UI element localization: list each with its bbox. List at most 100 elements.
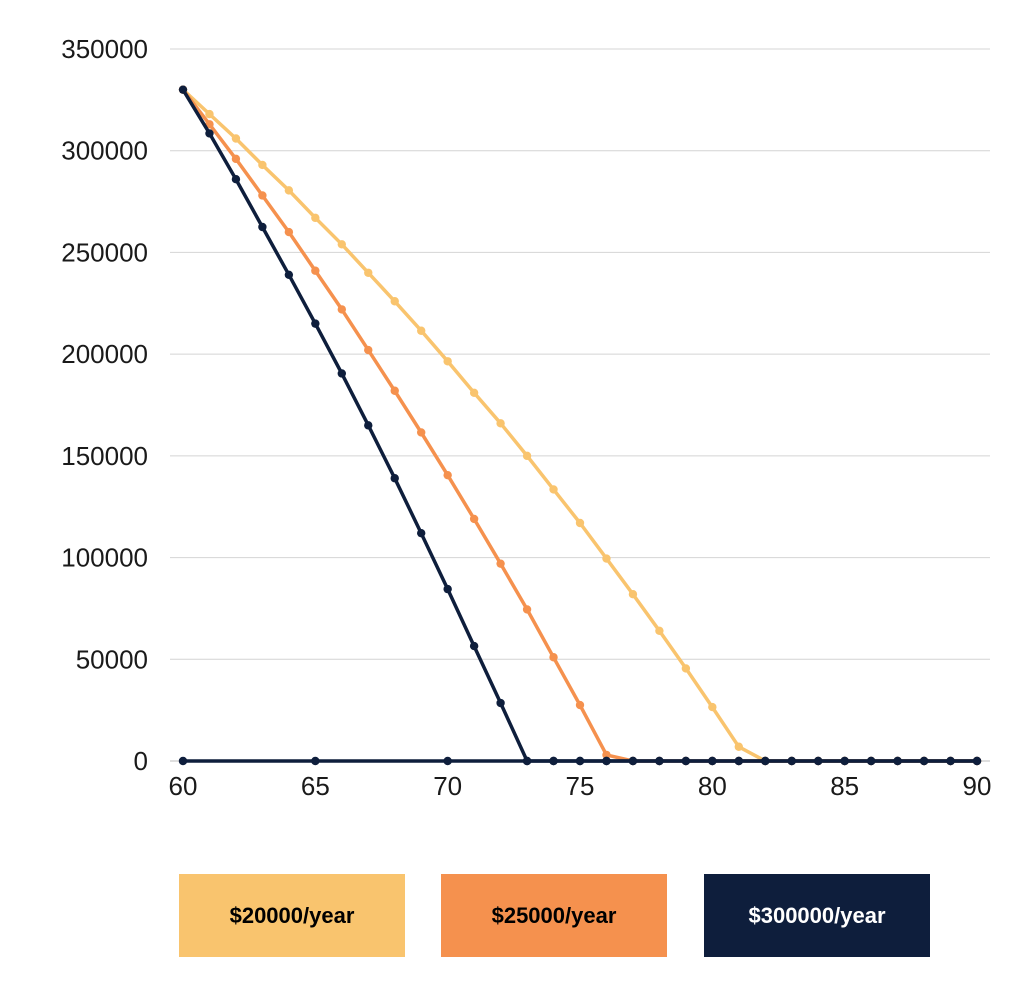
- data-point: [390, 297, 399, 306]
- x-tick-label: 70: [433, 771, 462, 801]
- data-point: [814, 756, 823, 766]
- legend-item: $25000/year: [441, 874, 667, 957]
- data-point: [284, 227, 294, 237]
- data-point: [496, 419, 505, 428]
- y-tick-label: 50000: [76, 644, 148, 674]
- data-point: [655, 626, 664, 636]
- data-point: [311, 756, 320, 766]
- series-line: [181, 87, 979, 763]
- data-point: [602, 554, 611, 563]
- y-tick-label: 300000: [61, 136, 148, 166]
- series-2: [178, 85, 982, 766]
- y-tick-label: 0: [134, 746, 148, 776]
- data-point: [919, 756, 929, 766]
- x-tick-label: 75: [566, 771, 595, 801]
- data-point: [708, 756, 717, 766]
- y-tick-label: 100000: [61, 543, 148, 573]
- data-point: [681, 756, 691, 766]
- data-point: [893, 756, 902, 766]
- data-point: [417, 326, 426, 335]
- gridlines: [170, 48, 990, 762]
- data-point: [443, 756, 452, 766]
- data-point: [443, 470, 452, 480]
- data-point: [231, 134, 241, 143]
- data-point: [178, 85, 188, 94]
- data-point: [549, 485, 558, 494]
- data-point: [575, 756, 585, 766]
- data-point: [628, 589, 638, 599]
- data-point: [364, 421, 373, 430]
- data-point: [311, 213, 320, 223]
- x-tick-label: 90: [963, 771, 992, 801]
- series-line: [181, 87, 979, 763]
- data-point: [575, 518, 585, 528]
- data-point: [496, 559, 505, 568]
- x-axis-ticks: 60 65 70 75 80 85 90: [169, 771, 992, 801]
- data-point: [787, 756, 796, 766]
- data-point: [258, 160, 267, 170]
- data-point: [364, 345, 373, 355]
- data-point: [390, 386, 399, 395]
- data-point: [522, 605, 532, 614]
- data-point: [734, 756, 743, 766]
- data-point: [311, 266, 320, 275]
- data-point: [205, 129, 214, 138]
- data-point: [734, 742, 743, 751]
- data-point: [205, 109, 214, 119]
- data-point: [708, 702, 717, 712]
- data-point: [469, 641, 479, 651]
- data-point: [496, 698, 505, 708]
- data-point: [364, 268, 373, 277]
- y-tick-label: 250000: [61, 237, 148, 267]
- data-point: [443, 357, 452, 366]
- data-point: [284, 270, 294, 280]
- data-point: [390, 474, 399, 483]
- data-point: [417, 428, 426, 437]
- x-tick-label: 60: [169, 771, 198, 801]
- data-point: [178, 756, 188, 766]
- data-point: [549, 756, 558, 766]
- data-point: [337, 369, 346, 378]
- y-axis-ticks: 0 50000 100000 150000 200000 250000 300000 3500…: [61, 34, 148, 776]
- data-point: [655, 756, 664, 766]
- data-point: [602, 756, 611, 766]
- x-tick-label: 65: [301, 771, 330, 801]
- data-point: [284, 186, 294, 195]
- data-point: [840, 756, 849, 766]
- data-point: [602, 750, 611, 760]
- data-point: [205, 120, 214, 129]
- data-point: [522, 451, 532, 461]
- data-point: [311, 319, 320, 328]
- data-point: [231, 154, 241, 164]
- data-point: [337, 240, 346, 249]
- y-tick-label: 150000: [61, 441, 148, 471]
- data-point: [337, 305, 346, 314]
- series-0: [178, 85, 982, 766]
- series-3: [178, 756, 982, 766]
- data-point: [231, 174, 241, 184]
- series-line: [181, 87, 979, 763]
- data-point: [469, 514, 479, 524]
- series-1: [178, 85, 982, 766]
- data-point: [417, 528, 426, 538]
- data-point: [522, 756, 532, 766]
- x-tick-label: 80: [698, 771, 727, 801]
- legend-item: $20000/year: [179, 874, 405, 957]
- data-point: [972, 756, 982, 766]
- data-point: [443, 584, 452, 594]
- data-point: [628, 756, 638, 766]
- data-point: [469, 388, 479, 397]
- y-tick-label: 200000: [61, 339, 148, 369]
- data-point: [258, 222, 267, 232]
- data-point: [575, 700, 585, 710]
- data-point: [258, 191, 267, 200]
- series-lines: [178, 85, 982, 766]
- legend-item: $300000/year: [704, 874, 930, 957]
- data-point: [866, 756, 876, 766]
- x-tick-label: 85: [830, 771, 859, 801]
- data-point: [549, 653, 558, 662]
- data-point: [946, 756, 955, 766]
- line-chart: 0 50000 100000 150000 200000 250000 300000 3500…: [61, 34, 992, 801]
- y-tick-label: 350000: [61, 34, 148, 64]
- data-point: [761, 756, 770, 766]
